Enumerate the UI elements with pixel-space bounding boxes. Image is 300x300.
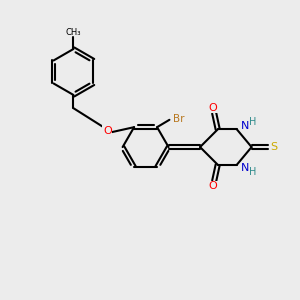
Text: H: H	[249, 167, 257, 177]
Text: S: S	[270, 142, 277, 152]
Text: O: O	[208, 103, 217, 113]
Text: CH₃: CH₃	[66, 28, 81, 37]
Text: O: O	[103, 126, 112, 136]
Text: N: N	[241, 121, 249, 131]
Text: N: N	[241, 163, 249, 173]
Text: O: O	[208, 181, 217, 191]
Text: Br: Br	[172, 114, 184, 124]
Text: H: H	[249, 117, 257, 127]
